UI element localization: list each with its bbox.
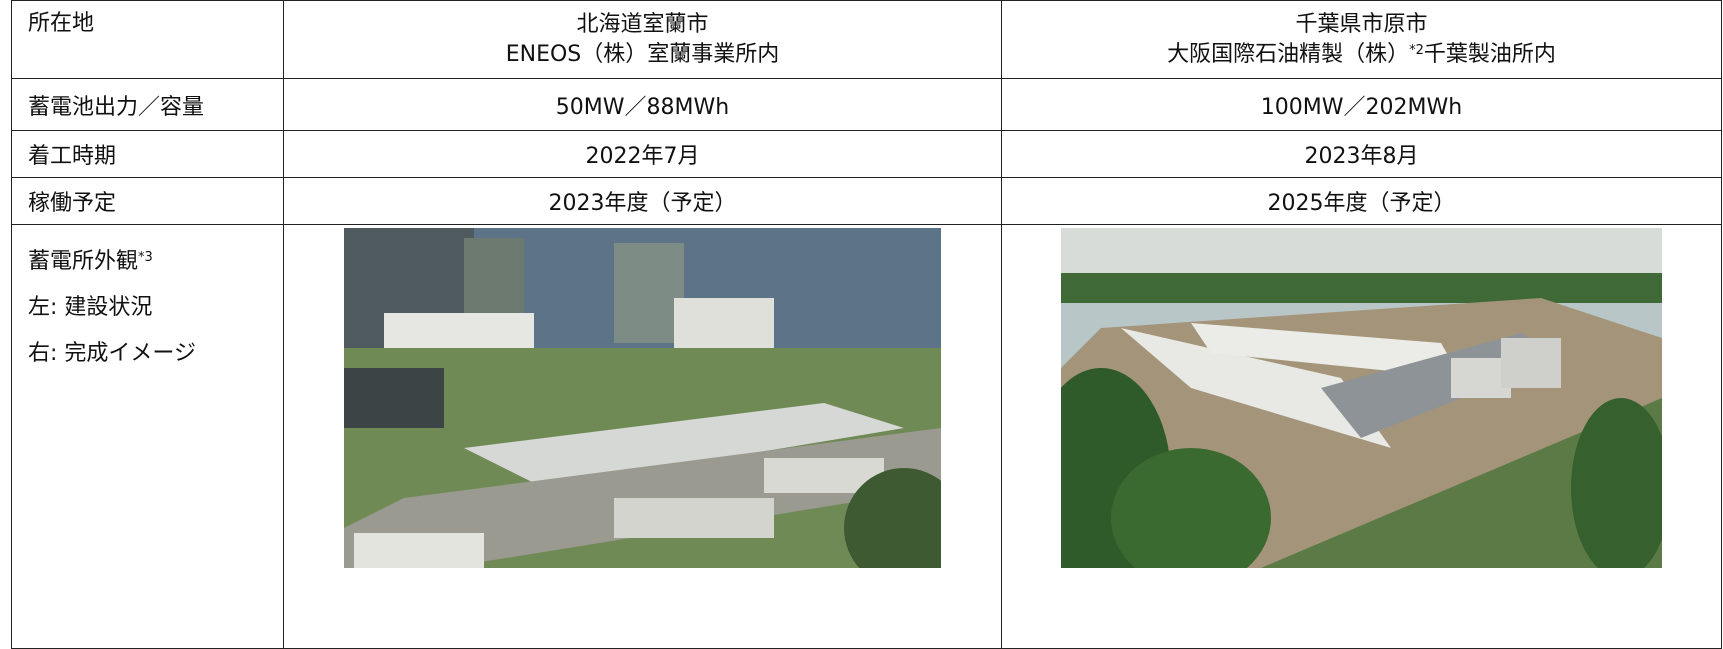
table-row: 蓄電所外観*3 左: 建設状況 右: 完成イメージ (11, 224, 1722, 649)
table-row: 蓄電池出力／容量 50MW／88MWh 100MW／202MWh (11, 78, 1722, 131)
cell (1001, 224, 1722, 649)
cell-line: 大阪国際石油精製（株）*2千葉製油所内 (1018, 40, 1705, 70)
cell: 100MW／202MWh (1001, 78, 1722, 131)
rendering-image (1061, 228, 1662, 568)
table-row: 稼働予定 2023年度（予定） 2025年度（予定） (11, 177, 1722, 225)
row-label: 蓄電所外観*3 左: 建設状況 右: 完成イメージ (11, 224, 284, 649)
row-label: 所在地 (11, 0, 284, 79)
cell: 北海道室蘭市 ENEOS（株）室蘭事業所内 (283, 0, 1002, 79)
cell-line: 北海道室蘭市 (576, 11, 709, 37)
cell: 2023年8月 (1001, 130, 1722, 178)
cell-text: 大阪国際石油精製（株） (1167, 41, 1410, 67)
cell: 2025年度（予定） (1001, 177, 1722, 225)
cell-line: ENEOS（株）室蘭事業所内 (505, 41, 780, 67)
cell-line: 千葉県市原市 (1295, 11, 1428, 37)
cell-text: 千葉製油所内 (1423, 41, 1556, 67)
label-line: 蓄電所外観*3 (28, 239, 267, 285)
info-table: 所在地 北海道室蘭市 ENEOS（株）室蘭事業所内 千葉県市原市 大阪国際石油精… (11, 0, 1722, 649)
cell (283, 224, 1002, 649)
cell: 千葉県市原市 大阪国際石油精製（株）*2千葉製油所内 (1001, 0, 1722, 79)
row-label: 着工時期 (11, 130, 284, 178)
label-line: 右: 完成イメージ (28, 341, 196, 366)
cell: 50MW／88MWh (283, 78, 1002, 131)
construction-photo (344, 228, 941, 568)
row-label: 稼働予定 (11, 177, 284, 225)
row-label: 蓄電池出力／容量 (11, 78, 284, 131)
label-line: 左: 建設状況 (28, 295, 153, 320)
page: {"table":{"rows":[ {"label":"所在地","cells… (11, 0, 1722, 649)
table-row: 着工時期 2022年7月 2023年8月 (11, 130, 1722, 178)
footnote-mark: *3 (138, 250, 153, 265)
table-row: 所在地 北海道室蘭市 ENEOS（株）室蘭事業所内 千葉県市原市 大阪国際石油精… (11, 0, 1722, 79)
cell: 2022年7月 (283, 130, 1002, 178)
cell: 2023年度（予定） (283, 177, 1002, 225)
label-text: 蓄電所外観 (28, 249, 139, 274)
footnote-mark: *2 (1409, 42, 1424, 58)
